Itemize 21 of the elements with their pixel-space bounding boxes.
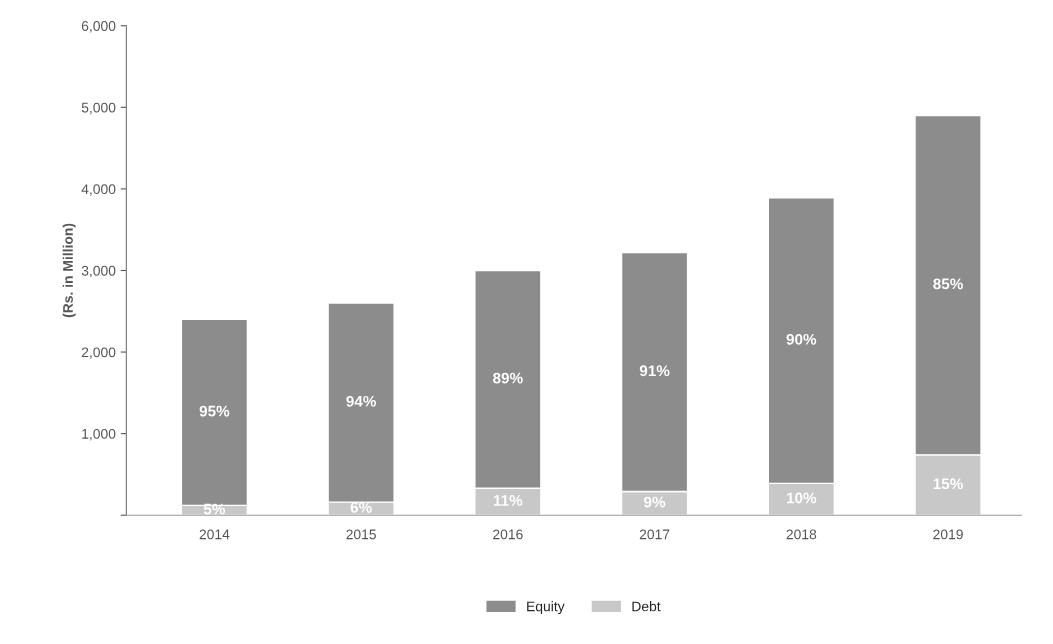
- x-tick-label: 2018: [786, 529, 817, 540]
- annotation: 91%: [639, 365, 670, 377]
- x-tick-label: 2016: [493, 529, 523, 540]
- annotation: 95%: [199, 405, 230, 417]
- x-tick-label: 2017: [639, 529, 670, 540]
- x-tick-label: 2015: [346, 529, 376, 540]
- y-axis-title: (Rs. in Million): [62, 223, 76, 318]
- annotation: 85%: [933, 278, 963, 290]
- y-tick-label: 2,000: [81, 347, 116, 359]
- y-tick-label: 6,000: [81, 21, 116, 33]
- x-tick-label: 2014: [199, 529, 230, 540]
- y-tick-label: 4,000: [81, 184, 116, 196]
- y-tick-label: 3,000: [81, 265, 116, 278]
- y-tick-label: 5,000: [81, 102, 116, 115]
- y-tick-label: 1,000: [82, 428, 116, 441]
- legend-label: Equity: [527, 601, 565, 615]
- annotation: 89%: [493, 372, 523, 384]
- annotation: 90%: [786, 333, 817, 345]
- legend-label: Debt: [632, 601, 661, 612]
- annotation: 94%: [346, 395, 377, 407]
- x-tick-label: 2019: [933, 529, 963, 540]
